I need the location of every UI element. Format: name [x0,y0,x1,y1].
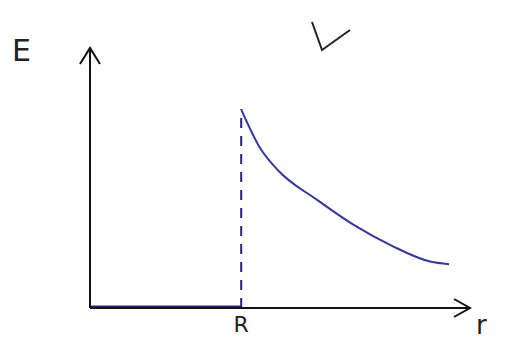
html-text:r: r [476,310,487,340]
html-text:E: E [12,33,31,68]
svg-text:R: R [234,312,249,337]
